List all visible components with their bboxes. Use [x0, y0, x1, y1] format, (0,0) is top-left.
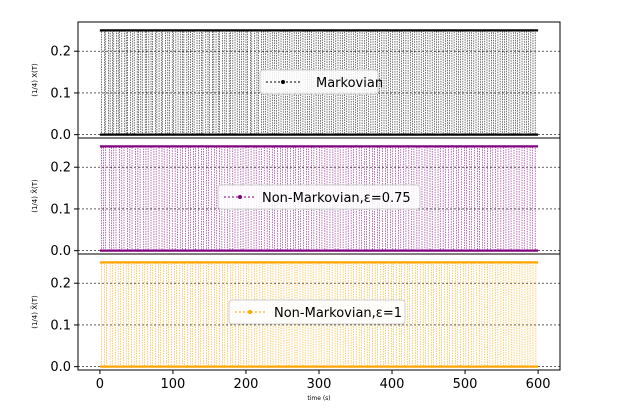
y-tick-label: 0.0 — [50, 244, 71, 259]
legend-label: Non-Markovian,ε=1 — [274, 306, 402, 321]
y-tick-label: 0.1 — [50, 202, 71, 217]
legend-box — [217, 184, 421, 210]
panel-non-markovian-1-yaxis: 0.0 0.1 0.2 — [50, 277, 78, 375]
legend-marker — [281, 80, 285, 84]
y-tick-label: 0.2 — [50, 277, 71, 292]
x-tick-label: 100 — [161, 377, 186, 392]
y-tick-label: 0.0 — [50, 128, 71, 143]
panel-non-markovian-075-trace — [99, 145, 539, 252]
panel-non-markovian-1: 0.0 0.1 0.2 Non-Markovian,ε=1 (1/4) X̃(T) — [31, 253, 561, 375]
x-axis-label: time (s) — [307, 395, 330, 402]
panel-non-markovian-075-yaxis: 0.0 0.1 0.2 — [50, 161, 78, 259]
y-tick-label: 0.1 — [50, 86, 71, 101]
legend-marker — [238, 195, 242, 199]
x-tick-label: 0 — [96, 377, 104, 392]
legend-label: Non-Markovian,ε=0.75 — [262, 191, 411, 206]
y-tick-label: 0.1 — [50, 318, 71, 333]
legend-marker — [248, 310, 252, 314]
panel-markovian-trace — [99, 29, 539, 136]
panel-markovian-legend: Markovian — [259, 69, 383, 95]
x-axis: 0 100 200 300 400 500 600 — [96, 370, 551, 392]
panel-non-markovian-075-legend: Non-Markovian,ε=0.75 — [217, 184, 421, 210]
panel-non-markovian-075: 0.0 0.1 0.2 Non-Markovian,ε=0.75 (1/4) X̃(… — [31, 137, 561, 259]
legend-box — [228, 299, 406, 325]
legend-label: Markovian — [316, 76, 383, 91]
panel-non-markovian-1-ylabel: (1/4) X̃(T) — [31, 295, 39, 329]
x-tick-label: 300 — [307, 377, 332, 392]
y-tick-label: 0.2 — [50, 161, 71, 176]
panel-markovian: 0.0 0.1 0.2 Markovian (1/4) X(T) — [31, 21, 561, 143]
panel-non-markovian-075-ylabel: (1/4) X̃(T) — [31, 179, 39, 213]
y-tick-label: 0.0 — [50, 360, 71, 375]
panel-non-markovian-1-legend: Non-Markovian,ε=1 — [228, 299, 406, 325]
x-tick-label: 200 — [234, 377, 259, 392]
x-tick-label: 600 — [526, 377, 551, 392]
y-tick-label: 0.2 — [50, 45, 71, 60]
panel-markovian-yaxis: 0.0 0.1 0.2 — [50, 45, 78, 143]
x-tick-label: 500 — [453, 377, 478, 392]
x-tick-label: 400 — [380, 377, 405, 392]
legend-box — [259, 69, 379, 95]
panel-markovian-ylabel: (1/4) X(T) — [31, 63, 39, 97]
